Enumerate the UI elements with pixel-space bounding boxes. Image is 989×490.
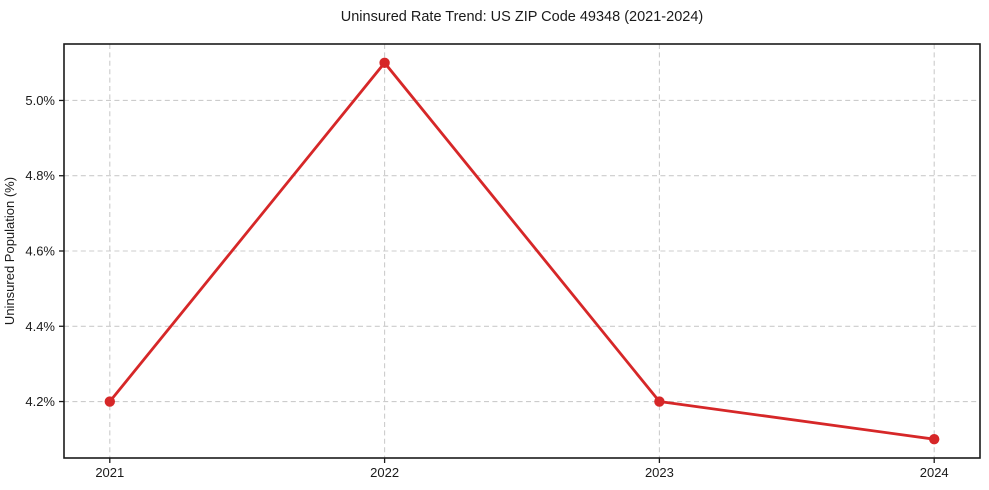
chart-title: Uninsured Rate Trend: US ZIP Code 49348 …: [341, 9, 703, 25]
x-tick-label: 2021: [95, 465, 124, 480]
x-tick-label: 2024: [920, 465, 949, 480]
y-axis-label: Uninsured Population (%): [2, 177, 17, 325]
y-tick-label: 4.6%: [25, 244, 55, 259]
y-tick-label: 5.0%: [25, 93, 55, 108]
grid-layer: [64, 44, 980, 458]
data-point-2022: [379, 57, 390, 69]
data-point-2021: [104, 396, 116, 407]
series-layer: [104, 57, 940, 445]
trend-line: [108, 61, 936, 441]
x-tick-label: 2022: [370, 465, 399, 480]
y-tick-label: 4.8%: [25, 168, 55, 183]
x-tick-label: 2023: [645, 465, 674, 480]
y-tick-label: 4.2%: [25, 394, 55, 409]
data-point-2024: [929, 433, 940, 445]
axes-layer: 4.2% 4.4% 4.6% 4.8% 5.0% 2021 2022 2023 2024: [25, 43, 981, 480]
y-tick-label: 4.4%: [25, 319, 55, 334]
data-point-2023: [654, 396, 665, 407]
